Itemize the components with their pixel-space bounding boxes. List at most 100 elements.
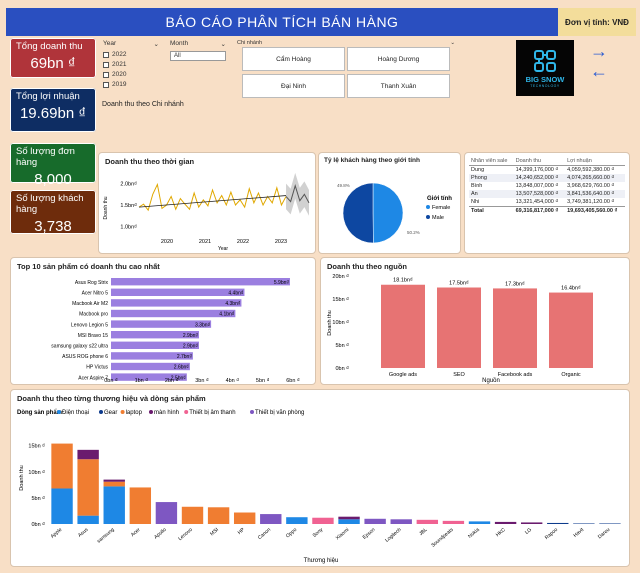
branch-caption: Doanh thu theo Chi nhánh [102,101,184,108]
time-chart-panel: Doanh thu theo thời gian 1.0bn₫ 1.5bn₫ 2.0… [98,152,316,254]
legend-swatch [99,410,103,414]
category-label: HP Victus [86,365,108,371]
chart-title: Top 10 sản phẩm có doanh thu cao nhất [17,262,160,271]
top10-chart-panel: Top 10 sản phẩm có doanh thu cao nhất As… [10,257,316,385]
bar-segment [129,487,152,524]
branch-buttons: Cẩm Hoàng Hoàng Dương Đại Ninh Thanh Xuâ… [242,47,452,99]
legend-label: laptop [126,410,143,416]
legend-swatch [57,410,61,414]
revenue-line [138,182,287,212]
cell: 13,507,528,000 ₫ [513,190,566,198]
table-row: Dung 14,399,176,000 ₫ 4,059,592,380.00 ₫ [469,166,625,175]
branch-button[interactable]: Hoàng Dương [347,47,450,71]
x-tick-label: 3bn ₫ [195,378,209,384]
year-slicer-label: Year [103,40,117,47]
x-tick-label: Facebook ads [498,372,533,378]
table-row: Nhi 13,321,454,000 ₫ 3,749,381,120.00 ₫ [469,198,625,207]
month-dropdown[interactable]: All [170,51,226,61]
staff-table: Nhân viên sale Doanh thu Lợi nhuận Dung 1… [469,157,625,215]
cell: 4,059,592,380.00 ₫ [567,167,615,173]
cell: Bình [471,183,483,189]
column-header[interactable]: Lợi nhuận [565,157,625,166]
chevron-down-icon[interactable]: ⌄ [153,41,159,48]
bar [111,352,193,360]
cell: 14,240,652,000 ₫ [513,174,566,182]
checkbox[interactable] [103,61,109,68]
column-header[interactable]: Nhân viên sale [469,157,514,166]
data-label: 5.9bn₫ [274,280,290,286]
branch-button[interactable]: Đại Ninh [242,74,345,98]
x-tick-label: LG [524,527,533,536]
company-logo: BIG SNOW TECHNOLOGY [516,40,574,96]
branch-button[interactable]: Thanh Xuân [347,74,450,98]
slice-label: 49.8% [337,183,350,188]
bar-segment [442,520,465,524]
cell: 3,968,629,760.00 ₫ [567,183,615,189]
legend-label: màn hình [154,410,179,416]
currency-unit: Đơn vị tính: VNĐ [558,8,636,36]
checkbox[interactable] [103,81,109,88]
x-tick-label: samsung [96,527,116,545]
table-row: An 13,507,528,000 ₫ 3,841,536,640.00 ₫ [469,190,625,198]
cell: 3,749,381,120.00 ₫ [567,199,615,205]
x-tick-label: Rapoo [544,527,559,541]
x-tick-label: 2020 [161,239,173,245]
year-option-label: 2022 [112,51,127,58]
bar [549,292,593,368]
y-tick-label: 15bn ₫ [28,444,45,450]
x-tick-label: JBL [418,527,429,537]
x-tick-label: Epson [362,527,377,541]
bar-segment [416,519,439,524]
column-header[interactable]: Doanh thu [513,157,566,166]
bar-segment [77,449,99,460]
trend-line [138,195,287,208]
cell: 4,074,265,660.00 ₫ [565,174,625,182]
checkbox[interactable] [103,51,109,58]
bar-segment [468,521,491,524]
prev-page-button[interactable]: ← [590,61,608,81]
bar [111,362,190,371]
bar-segment [103,481,125,487]
year-option-label: 2020 [112,71,127,78]
kpi-customer-count: Số lượng khách hàng 3,738 [10,190,96,235]
month-slicer: Month ⌄ All [170,40,226,61]
bar [111,373,187,381]
chevron-down-icon[interactable]: ⌄ [220,41,226,48]
legend-swatch [120,410,125,414]
year-option[interactable]: 2019 [103,81,159,88]
category-label: Macbook pro [79,312,108,318]
branch-button[interactable]: Cẩm Hoàng [242,47,345,71]
y-tick-label: 20bn ₫ [332,274,349,280]
x-tick-label: Asus [77,527,90,539]
kpi-label: Tổng doanh thu [16,41,83,52]
kpi-order-count: Số lượng đơn hàng 8,000 [10,143,96,188]
y-tick-label: 1.5bn₫ [120,203,137,209]
category-label: ASUS ROG phone 6 [62,354,108,360]
x-tick-label: 2022 [237,239,249,245]
legend-label: Male [432,215,444,221]
next-page-button[interactable]: → [590,41,608,61]
x-tick-label: 4bn ₫ [226,378,240,384]
bar-segment [573,523,595,524]
x-tick-label: Canon [257,527,272,541]
chevron-down-icon[interactable]: ⌄ [450,40,455,46]
year-option[interactable]: 2022 [103,51,159,58]
bar [111,320,212,328]
bar-segment [338,516,360,520]
data-label: 2.6bn₫ [174,365,190,371]
bar-segment [520,522,543,524]
category-label: Macbook Air M2 [72,301,108,307]
x-tick-label: Lenovo [177,527,194,542]
legend-title: Dòng sản phẩm [17,409,62,416]
checkbox[interactable] [103,71,109,78]
year-option[interactable]: 2020 [103,71,159,78]
cell: 69,316,817,000 ₫ [513,206,566,215]
chart-title: Doanh thu theo nguồn [327,262,407,271]
x-tick-label: Organic [561,372,581,378]
bar [111,341,199,349]
x-tick-label: Acer [130,527,142,538]
year-option[interactable]: 2021 [103,61,159,68]
y-tick-label: 10bn ₫ [28,470,45,476]
legend-title: Giới tính [427,196,452,202]
data-label: 2.7bn₫ [177,354,193,360]
